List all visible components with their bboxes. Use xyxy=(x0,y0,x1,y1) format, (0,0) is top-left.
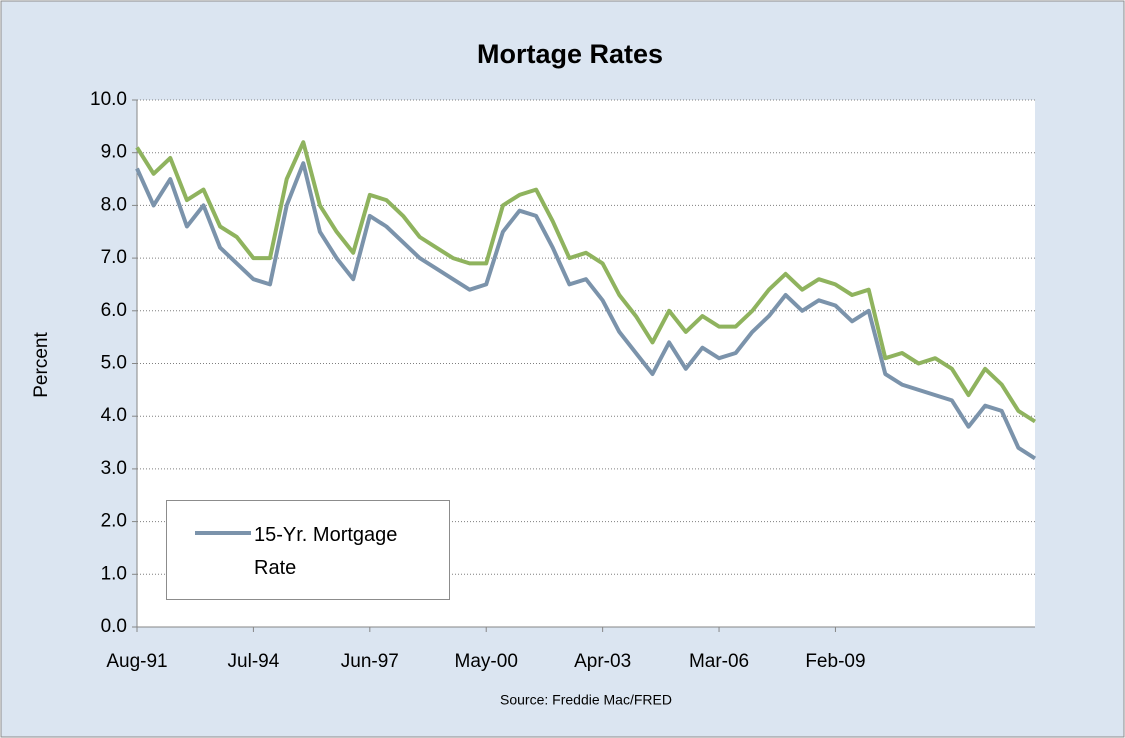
x-tick-label: Aug-91 xyxy=(106,651,167,672)
y-tick-label: 9.0 xyxy=(101,142,127,163)
series-line xyxy=(135,161,1037,461)
y-tick-label: 4.0 xyxy=(101,405,127,426)
legend-swatch xyxy=(195,531,251,535)
series-line xyxy=(135,140,1037,424)
y-tick-label: 10.0 xyxy=(90,89,127,110)
x-tick-label: Mar-06 xyxy=(689,651,749,672)
y-tick-label: 8.0 xyxy=(101,194,127,215)
y-tick-label: 0.0 xyxy=(101,616,127,637)
x-tick-label: Apr-03 xyxy=(574,651,631,672)
legend: 15-Yr. Mortgage Rate xyxy=(166,500,450,600)
x-tick-label: Jul-94 xyxy=(228,651,280,672)
legend-label: 15-Yr. Mortgage Rate xyxy=(254,524,398,579)
x-tick-label: May-00 xyxy=(455,651,518,672)
source-note: Source: Freddie Mac/FRED xyxy=(500,692,672,708)
y-tick-label: 1.0 xyxy=(101,563,127,584)
y-tick-label: 3.0 xyxy=(101,458,127,479)
x-tick-label: Jun-97 xyxy=(341,651,399,672)
y-tick-label: 6.0 xyxy=(101,300,127,321)
y-tick-label: 2.0 xyxy=(101,511,127,532)
y-tick-label: 7.0 xyxy=(101,247,127,268)
x-tick-label: Feb-09 xyxy=(805,651,865,672)
y-tick-label: 5.0 xyxy=(101,353,127,374)
chart-title: Mortage Rates xyxy=(477,39,663,69)
y-axis-label: Percent xyxy=(31,332,52,398)
